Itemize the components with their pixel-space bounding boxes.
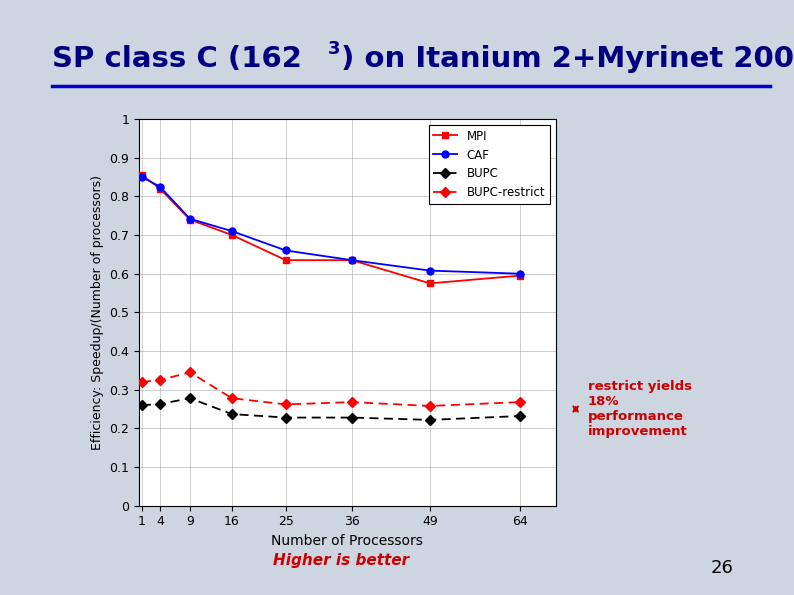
BUPC-restrict <box>185 369 195 376</box>
BUPC <box>227 411 237 418</box>
Text: ) on Itanium 2+Myrinet 2000: ) on Itanium 2+Myrinet 2000 <box>341 45 794 73</box>
MPI <box>155 185 164 192</box>
MPI <box>227 231 237 239</box>
MPI <box>347 256 357 264</box>
CAF <box>281 247 291 254</box>
MPI <box>281 256 291 264</box>
CAF <box>155 183 164 190</box>
BUPC-restrict <box>515 399 525 406</box>
MPI <box>185 216 195 223</box>
Text: Higher is better: Higher is better <box>273 553 410 568</box>
CAF <box>185 215 195 223</box>
Line: CAF: CAF <box>138 174 523 277</box>
Text: restrict yields
18%
performance
improvement: restrict yields 18% performance improvem… <box>588 380 692 438</box>
BUPC <box>137 402 147 409</box>
BUPC <box>155 400 164 408</box>
BUPC <box>425 416 434 424</box>
Text: 26: 26 <box>711 559 734 577</box>
Line: BUPC-restrict: BUPC-restrict <box>138 369 523 409</box>
BUPC-restrict <box>347 399 357 406</box>
BUPC-restrict <box>137 378 147 386</box>
BUPC-restrict <box>281 401 291 408</box>
Y-axis label: Efficiency: Speedup/(Number of processors): Efficiency: Speedup/(Number of processor… <box>91 175 104 450</box>
Line: MPI: MPI <box>138 171 523 287</box>
BUPC-restrict <box>227 394 237 402</box>
BUPC-restrict <box>155 377 164 384</box>
BUPC <box>185 394 195 402</box>
MPI <box>515 272 525 279</box>
CAF <box>347 256 357 264</box>
MPI <box>425 280 434 287</box>
Text: 3: 3 <box>328 40 341 58</box>
Line: BUPC: BUPC <box>138 394 523 424</box>
MPI <box>137 171 147 178</box>
BUPC <box>347 414 357 421</box>
CAF <box>425 267 434 274</box>
BUPC <box>281 414 291 421</box>
CAF <box>515 270 525 277</box>
BUPC <box>515 412 525 419</box>
X-axis label: Number of Processors: Number of Processors <box>272 534 423 548</box>
Legend: MPI, CAF, BUPC, BUPC-restrict: MPI, CAF, BUPC, BUPC-restrict <box>429 125 550 204</box>
Text: SP class C (162: SP class C (162 <box>52 45 302 73</box>
BUPC-restrict <box>425 402 434 409</box>
CAF <box>227 227 237 234</box>
CAF <box>137 174 147 181</box>
